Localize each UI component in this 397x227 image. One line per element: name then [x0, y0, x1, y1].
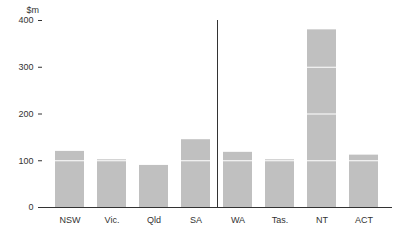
svg-text:200: 200 [18, 109, 33, 119]
svg-text:NSW: NSW [60, 215, 82, 225]
svg-text:SA: SA [190, 215, 202, 225]
svg-text:NT: NT [316, 215, 328, 225]
svg-text:$m: $m [27, 5, 40, 15]
svg-text:100: 100 [18, 156, 33, 166]
svg-text:400: 400 [18, 15, 33, 25]
svg-text:ACT: ACT [355, 215, 374, 225]
svg-text:Tas.: Tas. [272, 215, 289, 225]
svg-text:WA: WA [231, 215, 245, 225]
svg-text:Qld: Qld [147, 215, 161, 225]
svg-text:0: 0 [28, 202, 33, 212]
svg-text:Vic.: Vic. [105, 215, 120, 225]
svg-text:300: 300 [18, 62, 33, 72]
